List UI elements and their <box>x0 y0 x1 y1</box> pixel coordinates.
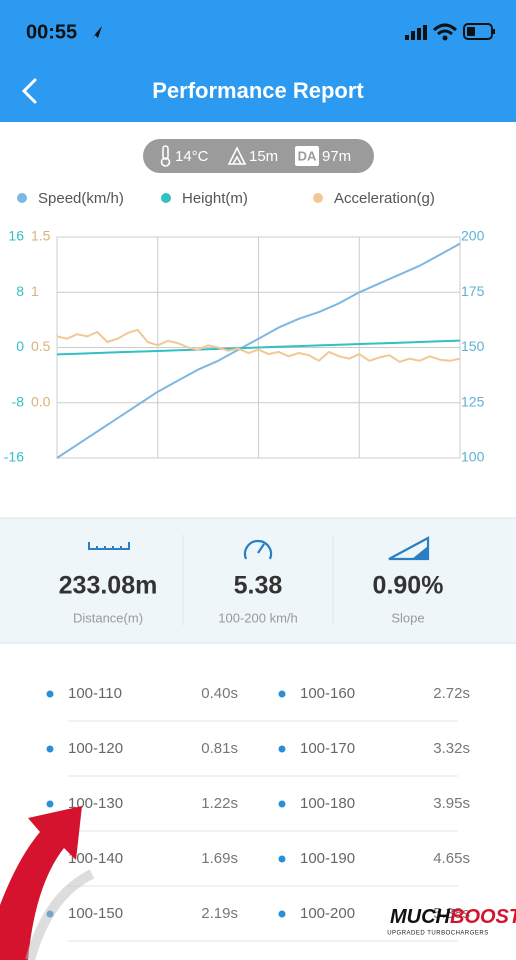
stat-label: Distance(m) <box>73 610 143 625</box>
split-range: 100-200 <box>300 905 355 922</box>
split-time: 3.95s <box>433 795 470 812</box>
da-badge: DA <box>298 148 317 163</box>
split-time: 0.81s <box>201 740 238 757</box>
split-range: 100-170 <box>300 740 355 757</box>
stat-value: 0.90% <box>373 572 444 600</box>
stat-label: Slope <box>391 610 424 625</box>
y-tick-label: -16 <box>4 449 24 465</box>
legend-label: Height(m) <box>182 190 248 207</box>
series-line <box>56 328 461 363</box>
legend-swatch <box>161 193 171 203</box>
split-bullet <box>46 690 54 698</box>
slope-icon <box>388 536 430 561</box>
series-line <box>56 242 461 459</box>
y-tick-label: 175 <box>461 283 485 299</box>
battery-level <box>467 27 475 36</box>
split-bullet <box>278 800 286 808</box>
back-button[interactable] <box>21 78 37 104</box>
split-bullet <box>278 690 286 698</box>
y-tick-label: 0.0 <box>31 393 51 409</box>
battery-icon <box>463 23 493 40</box>
y-tick-label: 125 <box>461 393 485 409</box>
stats-panel <box>0 518 516 644</box>
wifi-icon <box>432 23 458 36</box>
legend-swatch <box>17 193 27 203</box>
split-time: 3.32s <box>433 740 470 757</box>
da-badge-bg <box>295 146 319 166</box>
signal-icon <box>405 25 427 40</box>
series-line <box>56 339 461 356</box>
y-tick-label: 100 <box>461 449 485 465</box>
speedometer-icon <box>243 539 273 560</box>
y-tick-label: 1 <box>31 283 39 299</box>
separators <box>68 720 458 942</box>
density-altitude: 97m <box>322 148 351 165</box>
split-time: 1.22s <box>201 795 238 812</box>
altitude: 15m <box>249 148 278 165</box>
split-bullet <box>278 910 286 918</box>
temperature: 14°C <box>175 148 209 165</box>
split-range: 100-160 <box>300 685 355 702</box>
split-bullet <box>46 745 54 753</box>
split-range: 100-180 <box>300 795 355 812</box>
battery-tip <box>493 29 495 34</box>
altitude-icon <box>227 146 247 165</box>
y-tick-label: 1.5 <box>31 228 51 244</box>
stat-value: 5.38 <box>234 572 283 600</box>
watermark-brand-2: BOOST <box>450 906 516 928</box>
y-tick-label: 16 <box>8 228 24 244</box>
stat-label: 100-200 km/h <box>218 610 298 625</box>
y-tick-label: 0 <box>16 338 24 354</box>
split-bullet <box>46 800 54 808</box>
legend-label: Speed(km/h) <box>38 190 124 207</box>
split-range: 100-110 <box>68 685 122 702</box>
y-tick-label: 8 <box>16 283 24 299</box>
split-time: 0.40s <box>201 685 238 702</box>
highlight-arrow <box>0 806 82 960</box>
y-tick-label: 200 <box>461 228 485 244</box>
location-icon <box>92 26 102 38</box>
watermark-brand-1: MUCH <box>390 906 451 928</box>
watermark-brand: MUCHBOOST <box>390 906 516 928</box>
thermometer-icon <box>160 145 171 167</box>
split-range: 100-140 <box>68 850 123 867</box>
header-bg <box>0 0 516 122</box>
split-time: 2.19s <box>201 905 238 922</box>
wifi-dot <box>442 35 448 41</box>
split-range: 100-190 <box>300 850 355 867</box>
distance-icon <box>88 542 130 550</box>
legend-label: Acceleration(g) <box>334 190 435 207</box>
split-time: 4.65s <box>433 850 470 867</box>
y-tick-label: 150 <box>461 338 485 354</box>
status-time: 00:55 <box>26 21 77 43</box>
split-time: 2.72s <box>433 685 470 702</box>
split-range: 100-120 <box>68 740 123 757</box>
nav-title: Performance Report <box>152 78 364 103</box>
split-bullet <box>278 745 286 753</box>
split-bullet <box>278 855 286 863</box>
split-time: 5.38s <box>433 905 470 922</box>
stat-value: 233.08m <box>59 572 158 600</box>
legend-swatch <box>313 193 323 203</box>
y-tick-label: 0.5 <box>31 338 51 354</box>
split-range: 100-150 <box>68 905 123 922</box>
split-time: 1.69s <box>201 850 238 867</box>
watermark-tagline: UPGRADED TURBOCHARGERS <box>387 931 489 937</box>
y-tick-label: -8 <box>12 393 25 409</box>
arrow-shadow <box>25 869 95 960</box>
